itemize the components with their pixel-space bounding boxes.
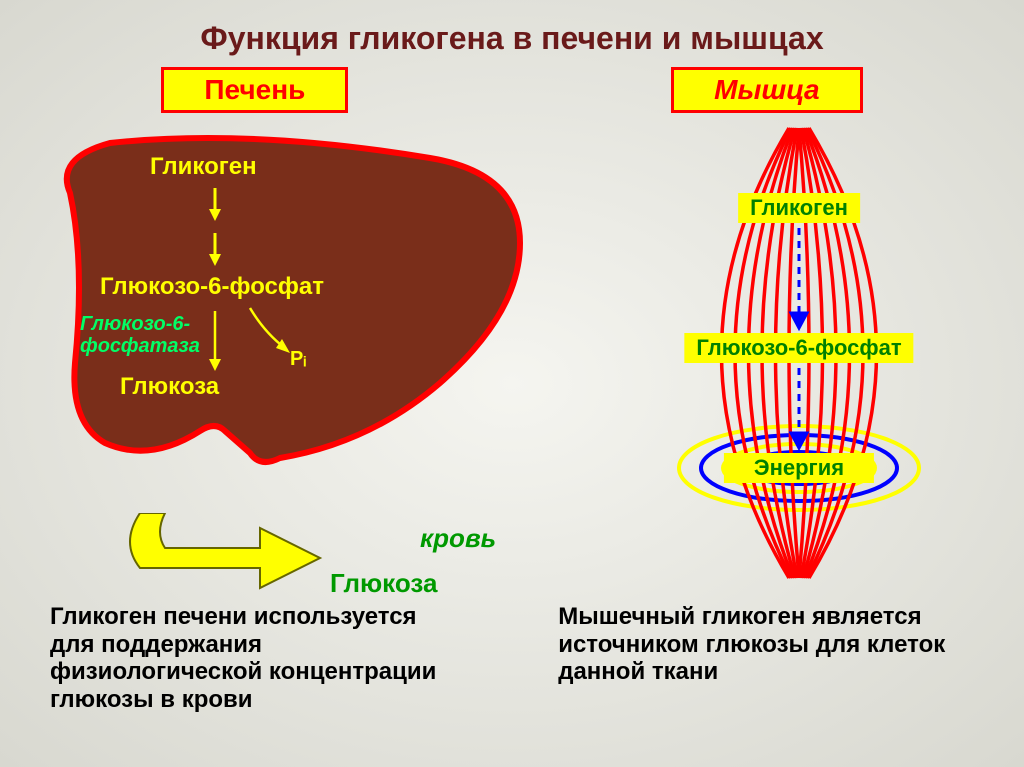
muscle-diagram: Гликоген Глюкозо-6-фосфат Энергия: [634, 123, 964, 583]
muscle-energy-label: Энергия: [724, 453, 874, 483]
muscle-header: Мышца: [671, 67, 862, 113]
liver-diagram: Гликоген Глюкозо-6-фосфат Глюкозо-6- фос…: [50, 133, 530, 473]
liver-shape: [50, 133, 530, 473]
page-title: Функция гликогена в печени и мышцах: [0, 0, 1024, 57]
liver-glycogen-label: Гликоген: [150, 153, 257, 181]
liver-header: Печень: [161, 67, 348, 113]
diagram-area: Гликоген Глюкозо-6-фосфат Глюкозо-6- фос…: [0, 123, 1024, 603]
muscle-g6p-label: Глюкозо-6-фосфат: [684, 333, 913, 363]
blood-label: кровь: [420, 523, 496, 554]
header-row: Печень Мышца: [0, 67, 1024, 113]
caption-row: Гликоген печени используется для поддерж…: [0, 603, 1024, 713]
muscle-glycogen-label: Гликоген: [738, 193, 860, 223]
glucose-export-arrow: [110, 513, 330, 593]
muscle-caption: Мышечный гликоген является источником гл…: [558, 603, 974, 713]
liver-g6p-label: Глюкозо-6-фосфат: [100, 273, 324, 301]
liver-caption: Гликоген печени используется для поддерж…: [50, 603, 466, 713]
glucose-out-label: Глюкоза: [330, 568, 437, 599]
liver-enzyme-label: Глюкозо-6- фосфатаза: [80, 313, 200, 357]
liver-pi-label: Рᵢ: [290, 348, 306, 371]
liver-glucose-label: Глюкоза: [120, 373, 219, 401]
